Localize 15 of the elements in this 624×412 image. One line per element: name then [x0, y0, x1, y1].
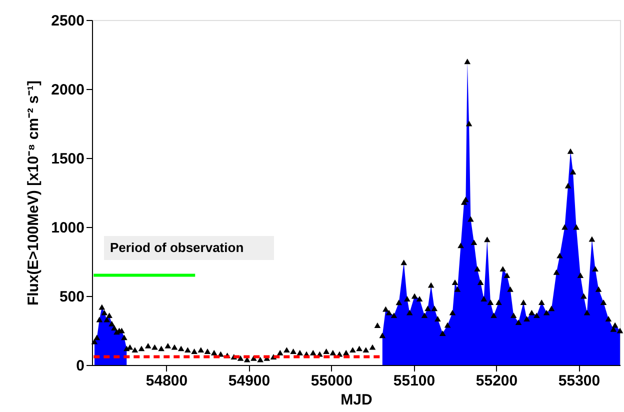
- x-tick-label: 55300: [558, 372, 600, 390]
- annotation: Period of observation: [110, 240, 244, 255]
- y-axis-title: Flux(E>100MeV) [x10⁻⁸ cm⁻² s⁻¹]: [25, 80, 42, 306]
- y-tick-label: 2000: [51, 82, 84, 98]
- x-tick-label: 55100: [393, 372, 436, 390]
- y-tick-label: 2500: [51, 12, 84, 30]
- y-tick-label: 1000: [51, 220, 84, 236]
- y-tick-label: 500: [59, 288, 84, 306]
- y-tick-label: 0: [76, 358, 84, 374]
- x-tick-label: 54900: [228, 372, 270, 390]
- x-tick-label: 54800: [146, 372, 188, 390]
- x-axis-title: MJD: [340, 392, 372, 408]
- x-tick-label: 55000: [310, 372, 353, 390]
- x-tick-label: 55200: [476, 372, 518, 390]
- y-tick-label: 1500: [51, 150, 84, 168]
